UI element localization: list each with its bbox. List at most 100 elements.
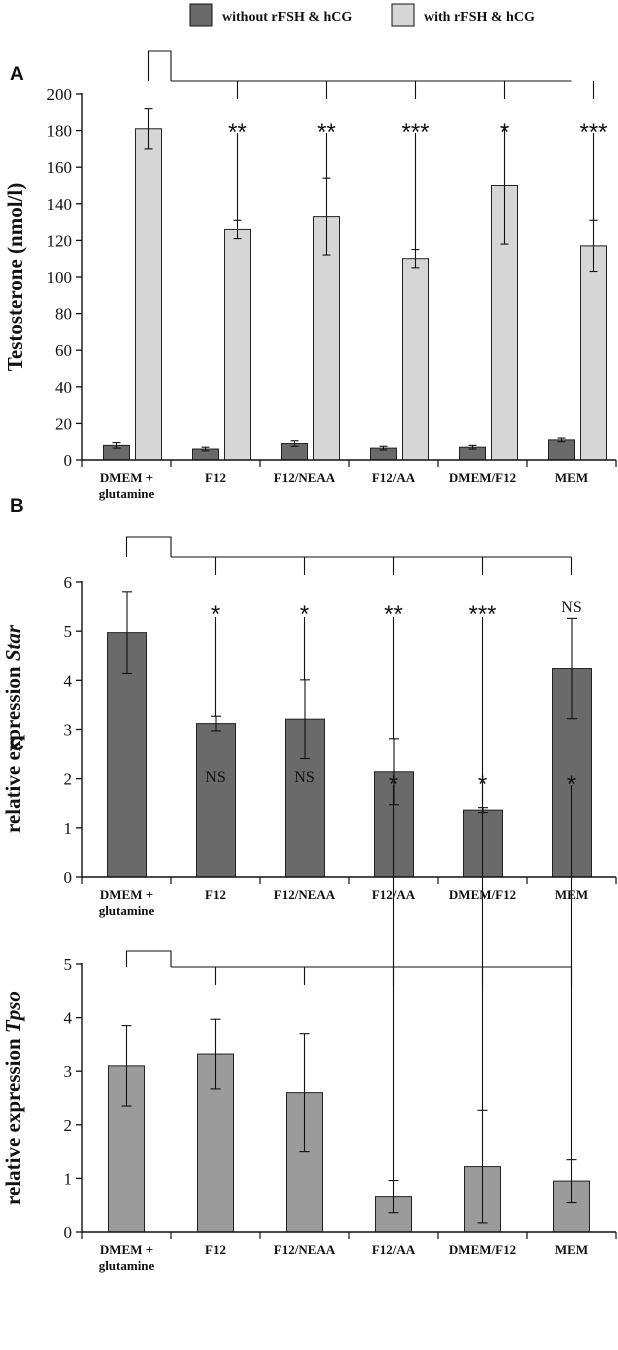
panel-letter: A (10, 64, 24, 85)
error-bar (290, 440, 299, 447)
y-tick-label: 3 (64, 721, 73, 740)
category-label-line: DMEM/F12 (449, 470, 516, 485)
comparison-bracket (125, 950, 572, 968)
y-tick-label: 80 (55, 305, 72, 324)
y-tick-label: 120 (47, 231, 73, 250)
category-label: DMEM + glutamine (99, 1242, 155, 1273)
bar-with-2 (224, 228, 251, 461)
significance-marker: NS (205, 769, 225, 786)
category-label: F12 (205, 887, 226, 902)
comparison-bracket (147, 50, 572, 82)
legend: without rFSH & hCG with rFSH & hCG (189, 3, 535, 27)
panel-a-testosterone: A 0 20 40 60 80 100 120 140 160 180 200 DMEM + glutam… (3, 50, 617, 501)
category-label-line: DMEM + (100, 887, 153, 902)
category-label-line: glutamine (99, 1258, 155, 1273)
y-axis-label-gene: Star (1, 624, 25, 661)
y-tick-label: 2 (64, 1116, 73, 1135)
error-bar (299, 1033, 310, 1153)
y-axis-label: relative expression Star (1, 624, 25, 833)
error-bar (468, 444, 477, 450)
category-label-line: F12 (205, 470, 226, 485)
y-tick-label: 4 (64, 1009, 73, 1028)
category-label: F12/NEAA (274, 1242, 336, 1257)
bar-without-6 (548, 439, 575, 461)
y-tick-label: 20 (55, 414, 72, 433)
bar-with-1 (135, 128, 162, 461)
y-tick-label: 6 (64, 573, 73, 592)
bar-with-3 (313, 216, 340, 461)
category-label-line: MEM (555, 1242, 588, 1257)
significance-marker: * (300, 601, 309, 628)
y-tick-label: 0 (64, 451, 73, 470)
significance-marker: ** (384, 601, 403, 628)
category-label-line: F12/NEAA (274, 470, 336, 485)
category-label-line: glutamine (99, 903, 155, 918)
category-label: MEM (555, 470, 588, 485)
y-axis-label: relative expression Tpso (1, 991, 25, 1205)
bracket-reference (125, 536, 172, 557)
legend-swatch-with (391, 3, 415, 27)
category-label: F12 (205, 470, 226, 485)
panel-letter: C (10, 734, 24, 755)
category-label-line: F12/NEAA (274, 1242, 336, 1257)
category-label: MEM (555, 1242, 588, 1257)
error-bar (557, 437, 566, 443)
y-axis-label-text: relative expression (1, 1033, 25, 1205)
error-bar (379, 445, 388, 451)
bracket-reference (125, 950, 172, 967)
y-tick-label: 5 (64, 955, 73, 974)
error-bar (567, 617, 577, 720)
significance-marker: * (567, 771, 576, 798)
y-tick-label: 200 (47, 85, 73, 104)
category-label-line: glutamine (99, 486, 155, 501)
error-bar (201, 446, 210, 452)
y-tick-label: 160 (47, 158, 73, 177)
y-tick-label: 180 (47, 122, 73, 141)
y-axis-label: Testosterone (nmol/l) (3, 183, 27, 371)
y-tick-label: 140 (47, 195, 73, 214)
category-label-line: F12/AA (372, 1242, 416, 1257)
legend-label-with: with rFSH & hCG (424, 10, 535, 25)
bar-with-4 (402, 258, 429, 461)
category-label: DMEM + glutamine (99, 887, 155, 918)
category-label: F12/NEAA (274, 887, 336, 902)
category-label: F12/NEAA (274, 470, 336, 485)
category-label-line: F12/AA (372, 470, 416, 485)
error-bar (112, 442, 121, 449)
significance-marker: NS (561, 599, 581, 616)
y-tick-label: 3 (64, 1062, 73, 1081)
y-tick-label: 100 (47, 268, 73, 287)
y-tick-label: 0 (64, 1223, 73, 1242)
y-tick-label: 1 (64, 819, 73, 838)
error-bar (210, 1018, 221, 1090)
bracket-reference (147, 50, 172, 81)
bar-2 (196, 723, 236, 878)
error-bar (121, 1025, 132, 1107)
y-tick-label: 1 (64, 1169, 73, 1188)
y-axis-label-text: relative expression (1, 661, 25, 833)
legend-label-without: without rFSH & hCG (222, 10, 352, 25)
category-label-line: MEM (555, 470, 588, 485)
category-label: DMEM/F12 (449, 470, 516, 485)
category-label-line: DMEM + (100, 1242, 153, 1257)
category-label-line: F12 (205, 887, 226, 902)
comparison-bracket (125, 536, 572, 558)
significance-marker: * (389, 771, 398, 798)
category-label-line: F12/NEAA (274, 887, 336, 902)
category-label: DMEM/F12 (449, 1242, 516, 1257)
significance-marker: * (478, 771, 487, 798)
y-tick-label: 60 (55, 341, 72, 360)
category-label: DMEM + glutamine (99, 470, 155, 501)
category-label-line: DMEM/F12 (449, 1242, 516, 1257)
y-tick-label: 40 (55, 378, 72, 397)
y-tick-label: 0 (64, 868, 73, 887)
significance-marker: * (211, 601, 220, 628)
error-bar (144, 108, 153, 150)
y-tick-label: 2 (64, 770, 73, 789)
error-bar (122, 591, 132, 675)
bar-with-6 (580, 245, 607, 461)
y-tick-label: 5 (64, 622, 73, 641)
